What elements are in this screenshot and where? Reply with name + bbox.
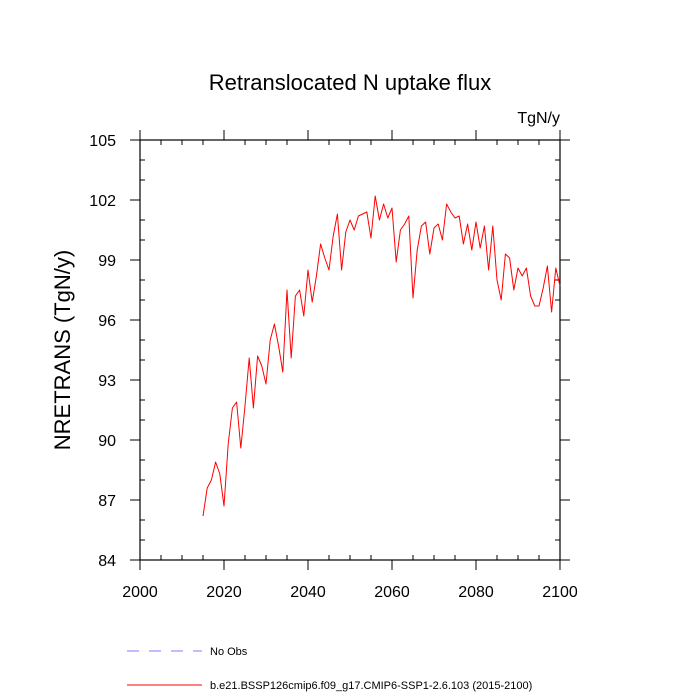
units-label: TgN/y: [517, 110, 560, 127]
y-axis-label: NRETRANS (TgN/y): [50, 250, 75, 450]
y-tick-label: 105: [89, 133, 116, 150]
series-line-0: [202, 195, 561, 517]
y-tick-label: 99: [98, 253, 116, 270]
legend: No Obs b.e21.BSSP126cmip6.f09_g17.CMIP6-…: [127, 646, 532, 692]
x-tick-label: 2040: [290, 584, 326, 601]
x-tick-label: 2060: [374, 584, 410, 601]
series-layer: [202, 195, 561, 517]
y-tick-label: 93: [98, 373, 116, 390]
legend-label-no-obs: No Obs: [210, 646, 248, 658]
y-tick-label: 96: [98, 313, 116, 330]
y-tick-label: 84: [98, 553, 116, 570]
x-tick-label: 2020: [206, 584, 242, 601]
axis-tick-labels: 2000 2020 2040 2060 2080 2100 84 87 90 93 96 99 102 1…: [89, 133, 578, 601]
y-tick-label: 90: [98, 433, 116, 450]
x-tick-label: 2000: [122, 584, 158, 601]
y-tick-label: 102: [89, 193, 116, 210]
x-tick-label: 2080: [458, 584, 494, 601]
plot-frame: [139, 139, 561, 561]
axis-ticks: [130, 130, 570, 570]
y-tick-label: 87: [98, 493, 116, 510]
legend-label-ssp126: b.e21.BSSP126cmip6.f09_g17.CMIP6-SSP1-2.…: [210, 680, 532, 692]
x-tick-label: 2100: [542, 584, 578, 601]
chart-title: Retranslocated N uptake flux: [209, 70, 492, 95]
